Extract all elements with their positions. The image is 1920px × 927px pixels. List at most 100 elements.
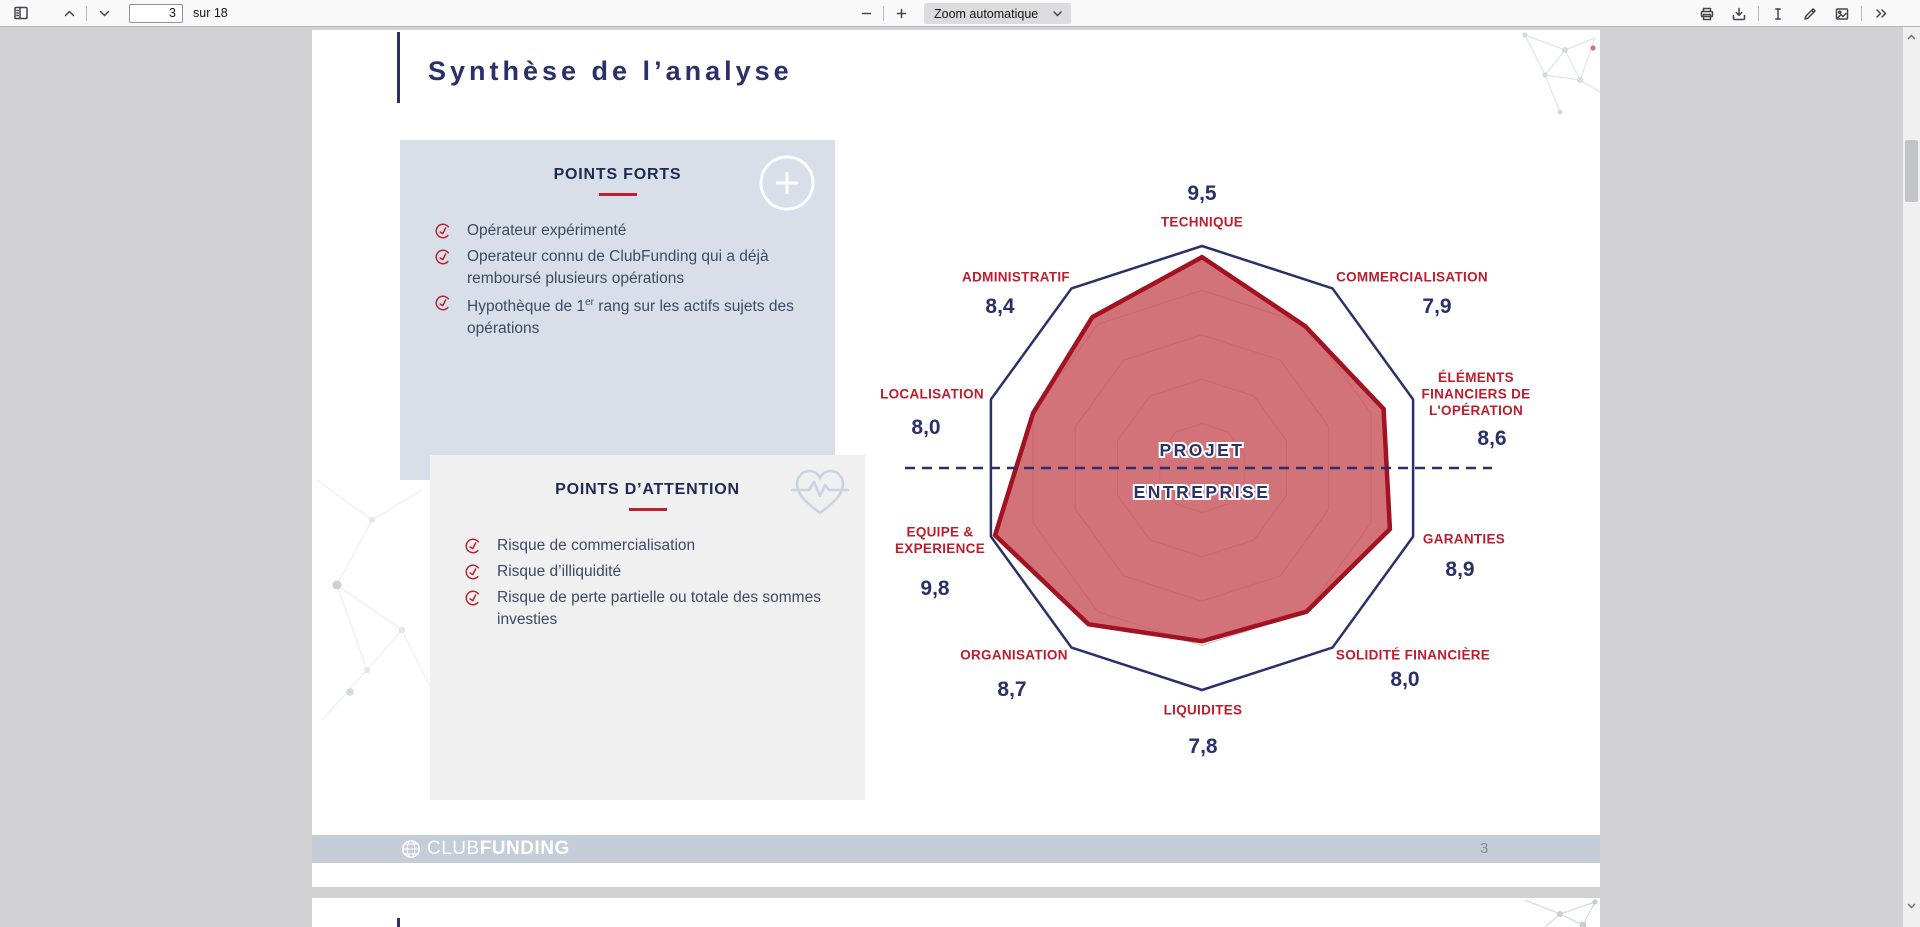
chevron-down-icon <box>1907 903 1916 908</box>
radar-data-polygon <box>992 254 1393 644</box>
pdf-page-4 <box>312 898 1600 927</box>
next-page-button[interactable] <box>91 2 117 24</box>
plus-icon <box>896 8 906 19</box>
list-item: Risque de commercialisation <box>464 535 835 560</box>
double-chevron-right-icon <box>1875 9 1886 18</box>
text-cursor-icon <box>1775 7 1781 20</box>
list-item-text: Opérateur expérimenté <box>467 221 627 239</box>
scrollbar-thumb[interactable] <box>1905 140 1918 202</box>
radar-axis-value: 8,0 <box>1390 668 1419 691</box>
radar-axis-value: 8,7 <box>997 678 1026 701</box>
radar-axis-value: 7,9 <box>1422 295 1451 318</box>
radar-axis-label: ÉLÉMENTS FINANCIERS DE L'OPÉRATION <box>1422 370 1531 418</box>
zoom-select[interactable]: Zoom automatique <box>924 3 1072 24</box>
radar-axis-label: LOCALISATION <box>880 387 984 402</box>
list-item-text: Risque de perte partielle ou totale des … <box>497 588 821 629</box>
page-number-input[interactable] <box>129 3 183 23</box>
list-item: Operateur connu de ClubFunding qui a déj… <box>434 246 805 291</box>
chevron-down-icon <box>99 10 109 16</box>
brand-club: CLUB <box>427 838 480 859</box>
radar-axis-label: EQUIPE & EXPERIENCE <box>895 524 985 556</box>
page-count-label: sur 18 <box>193 6 228 20</box>
list-item: Risque d’illiquidité <box>464 561 835 586</box>
footer-bar: CLUBFUNDING 3 <box>312 835 1600 863</box>
check-circle-icon <box>434 246 452 291</box>
chevron-up-icon <box>64 10 74 16</box>
sidebar-icon <box>14 6 28 20</box>
tools-menu-button[interactable] <box>1868 3 1894 25</box>
radar-axis-value: 8,9 <box>1445 558 1474 581</box>
list-item-text: Risque d’illiquidité <box>497 562 622 580</box>
scroll-down-button[interactable] <box>1903 897 1920 913</box>
radar-axis-label: TECHNIQUE <box>1161 215 1243 230</box>
radar-axis-value: 7,8 <box>1188 735 1218 758</box>
zoom-in-button[interactable] <box>888 3 914 25</box>
strengths-list: Opérateur expérimenté Operateur connu de … <box>400 220 835 341</box>
toggle-sidebar-button[interactable] <box>8 2 34 24</box>
attention-panel: POINTS D’ATTENTION Risque de commerciali… <box>430 455 865 800</box>
zoom-select-value: Zoom automatique <box>934 6 1039 21</box>
pencil-icon <box>1804 7 1816 20</box>
vertical-scrollbar[interactable] <box>1903 27 1920 927</box>
radar-center-label: PROJET <box>1159 440 1244 460</box>
attention-panel-title: POINTS D’ATTENTION <box>555 481 740 498</box>
heart-pulse-icon <box>790 469 850 515</box>
radar-axis-label: GARANTIES <box>1423 532 1505 547</box>
strengths-panel: POINTS FORTS Opérateur expérimenté Operat… <box>400 140 835 480</box>
radar-center-label: ENTREPRISE <box>1134 482 1271 502</box>
pdf-page-3: Synthèse de l’analyse POINTS FORTS Opéra… <box>312 30 1600 887</box>
check-circle-icon <box>464 561 482 586</box>
globe-icon <box>402 840 420 858</box>
title-underline <box>598 193 637 196</box>
page-title: Synthèse de l’analyse <box>428 56 793 86</box>
radar-axis-label: SOLIDITÉ FINANCIÈRE <box>1336 648 1490 663</box>
attention-list: Risque de commercialisation Risque d’illi… <box>430 535 865 632</box>
pdf-toolbar: sur 18 Zoom automatique <box>0 0 1920 27</box>
scroll-up-button[interactable] <box>1903 29 1920 45</box>
chevron-down-icon <box>1053 11 1062 17</box>
network-decoration-icon <box>1524 899 1598 927</box>
radar-axis-label: ADMINISTRATIF <box>962 270 1070 285</box>
list-item: Opérateur expérimenté <box>434 220 805 245</box>
list-item-text: Risque de commercialisation <box>497 536 696 554</box>
radar-axis-label: ORGANISATION <box>960 648 1068 663</box>
list-item: Risque de perte partielle ou totale des … <box>464 587 835 632</box>
text-selection-button[interactable] <box>1765 3 1791 25</box>
radar-axis-value: 8,4 <box>985 295 1015 318</box>
radar-axis-value: 8,0 <box>911 416 940 439</box>
radar-outer-ring <box>989 244 1415 692</box>
minus-icon <box>861 12 871 15</box>
print-button[interactable] <box>1694 3 1720 25</box>
title-accent-bar <box>397 32 400 103</box>
radar-axis-value: 9,8 <box>920 577 950 600</box>
footer-page-number: 3 <box>1480 840 1489 857</box>
radar-axis-value: 9,5 <box>1187 182 1217 205</box>
check-circle-icon <box>464 535 482 560</box>
image-icon <box>1835 7 1849 20</box>
title-accent-bar <box>397 918 400 927</box>
list-item-text: Hypothèque de 1er rang sur les actifs su… <box>467 296 794 338</box>
save-button[interactable] <box>1726 3 1752 25</box>
draw-button[interactable] <box>1797 3 1823 25</box>
title-underline <box>628 508 667 511</box>
radar-axis-label: LIQUIDITES <box>1164 703 1243 718</box>
check-circle-icon <box>434 292 452 341</box>
check-circle-icon <box>434 220 452 245</box>
chevron-up-icon <box>1907 34 1916 39</box>
pdf-canvas: Synthèse de l’analyse POINTS FORTS Opéra… <box>0 28 1903 927</box>
add-image-button[interactable] <box>1829 3 1855 25</box>
printer-icon <box>1700 7 1714 20</box>
check-circle-icon <box>464 587 482 632</box>
radar-axis-label: COMMERCIALISATION <box>1336 270 1488 285</box>
list-item-text: Operateur connu de ClubFunding qui a déj… <box>467 247 769 288</box>
radar-chart: PROJET ENTREPRISE TECHNIQUE 9,5 COMMERCIALIS… <box>880 182 1531 758</box>
brand-funding: FUNDING <box>479 838 570 859</box>
zoom-out-button[interactable] <box>853 3 879 25</box>
previous-page-button[interactable] <box>56 2 82 24</box>
radar-axis-value: 8,6 <box>1477 427 1506 450</box>
download-icon <box>1732 7 1746 20</box>
strengths-panel-title: POINTS FORTS <box>553 166 682 183</box>
clubfunding-logo: CLUBFUNDING <box>400 838 570 860</box>
plus-circle-icon <box>759 155 815 211</box>
